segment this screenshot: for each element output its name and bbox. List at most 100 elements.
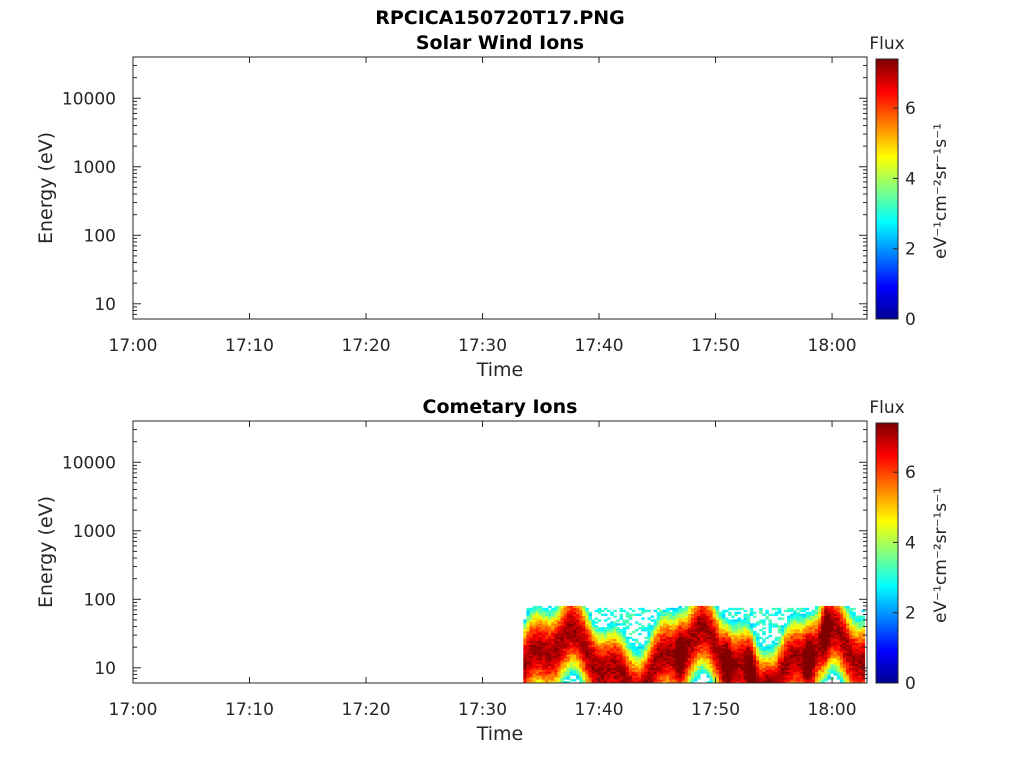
spectrogram-cell	[532, 646, 537, 649]
spectrogram-cell	[787, 646, 791, 649]
spectrogram-cell	[622, 640, 627, 643]
spectrogram-cell	[712, 677, 717, 680]
spectrogram-cell	[585, 650, 589, 653]
spectrogram-cell	[613, 609, 617, 613]
spectrogram-cell	[712, 675, 717, 678]
spectrogram-cell	[728, 675, 732, 678]
spectrogram-cell	[641, 654, 645, 657]
spectrogram-cell	[780, 648, 785, 651]
spectrogram-cell	[551, 627, 555, 630]
spectrogram-cell	[858, 677, 862, 680]
spectrogram-cell	[811, 673, 816, 676]
spectrogram-cell	[635, 654, 639, 657]
colorbar-segment	[876, 225, 898, 229]
colorbar-segment	[876, 440, 898, 443]
spectrogram-cell	[839, 679, 844, 682]
spectrogram-cell	[799, 613, 803, 616]
spectrogram-cell	[569, 642, 574, 645]
spectrogram-cell	[839, 632, 844, 636]
spectrogram-cell	[721, 677, 726, 680]
spectrogram-cell	[597, 669, 602, 672]
spectrogram-cell	[759, 671, 763, 674]
spectrogram-cell	[675, 673, 679, 676]
spectrogram-cell	[631, 659, 636, 663]
spectrogram-cell	[675, 667, 679, 670]
spectrogram-cell	[780, 638, 785, 642]
spectrogram-cell	[697, 636, 701, 640]
spectrogram-cell	[588, 657, 592, 661]
spectrogram-cell	[672, 650, 676, 653]
spectrogram-cell	[836, 675, 841, 678]
spectrogram-cell	[545, 640, 549, 643]
colorbar-segment	[876, 594, 898, 597]
spectrogram-cell	[641, 669, 645, 672]
spectrogram-cell	[669, 659, 673, 663]
spectrogram-cell	[684, 611, 689, 615]
spectrogram-cell	[718, 611, 723, 615]
spectrogram-cell	[669, 657, 673, 661]
spectrogram-cell	[765, 609, 769, 613]
spectrogram-cell	[607, 642, 611, 645]
spectrogram-cell	[759, 642, 763, 645]
spectrogram-cell	[659, 675, 664, 678]
spectrogram-cell	[824, 629, 828, 632]
spectrogram-cell	[780, 675, 785, 678]
spectrogram-cell	[846, 617, 850, 620]
colorbar-segment	[876, 620, 898, 623]
spectrogram-cell	[644, 650, 648, 653]
spectrogram-cell	[821, 613, 825, 616]
spectrogram-cell	[765, 665, 769, 668]
spectrogram-cell	[638, 667, 642, 670]
spectrogram-cell	[706, 625, 710, 628]
spectrogram-cell	[746, 629, 751, 632]
spectrogram-cell	[678, 679, 682, 682]
spectrogram-cell	[588, 611, 592, 615]
spectrogram-cell	[631, 673, 636, 676]
spectrogram-cell	[585, 681, 589, 684]
spectrogram-cell	[855, 677, 859, 680]
spectrogram-cell	[728, 621, 732, 624]
colorbar-segment	[876, 130, 898, 134]
spectrogram-cell	[827, 648, 831, 651]
spectrogram-cell	[582, 625, 586, 628]
spectrogram-cell	[805, 617, 810, 620]
spectrogram-cell	[855, 634, 859, 638]
spectrogram-cell	[548, 659, 552, 663]
colorbar-segment	[876, 299, 898, 303]
spectrogram-cell	[743, 650, 748, 653]
spectrogram-cell	[582, 663, 586, 667]
spectrogram-cell	[842, 657, 847, 661]
spectrogram-cell	[740, 619, 745, 622]
spectrogram-cell	[842, 629, 847, 632]
spectrogram-cell	[836, 609, 841, 613]
spectrogram-cell	[684, 629, 689, 632]
spectrogram-cell	[697, 619, 701, 622]
spectrogram-cell	[597, 636, 602, 640]
spectrogram-cell	[818, 629, 822, 632]
spectrogram-cell	[815, 646, 819, 649]
spectrogram-cell	[712, 642, 717, 645]
spectrogram-cell	[579, 677, 583, 680]
spectrogram-cell	[830, 629, 835, 632]
spectrogram-cell	[824, 638, 828, 642]
spectrogram-cell	[619, 623, 624, 626]
spectrogram-cell	[842, 652, 847, 655]
spectrogram-cell	[783, 629, 788, 632]
spectrogram-cell	[774, 611, 779, 615]
spectrogram-cell	[693, 636, 698, 640]
spectrogram-cell	[597, 650, 602, 653]
spectrogram-cell	[721, 681, 726, 684]
spectrogram-cell	[656, 642, 661, 645]
colorbar-segment	[876, 563, 898, 567]
spectrogram-cell	[849, 623, 853, 626]
colorbar-segment	[876, 568, 898, 571]
spectrogram-cell	[799, 669, 803, 672]
spectrogram-cell	[526, 625, 530, 628]
spectrogram-cell	[756, 648, 760, 651]
spectrogram-cell	[718, 623, 723, 626]
spectrogram-cell	[743, 615, 748, 618]
spectrogram-cell	[560, 634, 565, 638]
x-tick-label: 17:30	[458, 336, 507, 356]
spectrogram-cell	[572, 648, 577, 651]
spectrogram-cell	[700, 648, 704, 651]
